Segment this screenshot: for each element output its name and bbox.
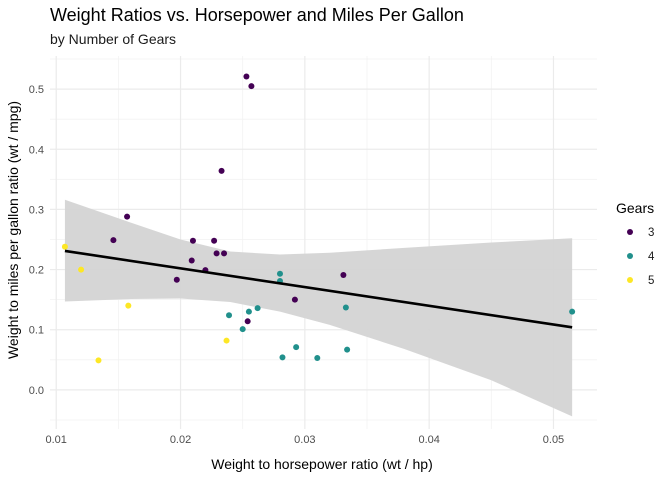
y-tick-label: 0.5 [29,84,44,96]
chart-title: Weight Ratios vs. Horsepower and Miles P… [50,5,464,25]
x-tick-label: 0.02 [170,434,191,446]
data-point-gears-4 [279,354,286,361]
x-axis-title: Weight to horsepower ratio (wt / hp) [211,456,433,472]
legend: Gears 3 4 5 [616,200,655,287]
data-point-gears-5 [223,337,230,344]
data-point-gears-3 [189,237,196,244]
data-point-gears-3 [248,83,255,90]
data-point-gears-3 [340,271,347,278]
legend-key-gears-5 [627,277,633,283]
data-point-gears-4 [293,344,300,351]
data-point-gears-3 [211,237,218,244]
x-tick-label: 0.01 [46,434,67,446]
y-tick-label: 0.2 [29,265,44,277]
legend-label: 5 [648,275,654,287]
chart-subtitle: by Number of Gears [50,31,176,47]
legend-key-gears-3 [627,229,633,235]
axis-tick-labels: 0.01 0.02 0.03 0.04 0.05 0.0 0.1 0.2 0.3 0.4 0.5 [29,84,564,446]
data-point-gears-4 [342,304,349,311]
y-tick-label: 0.1 [29,325,44,337]
y-axis-title: Weight to miles per gallon ratio (wt / m… [5,101,21,359]
x-tick-label: 0.04 [418,434,439,446]
data-point-gears-4 [254,305,261,312]
x-tick-label: 0.05 [543,434,564,446]
data-point-gears-5 [125,302,132,309]
regression-line-layer [64,249,573,329]
regression-line [64,249,573,329]
data-point-gears-3 [173,276,180,283]
data-points-layer [61,73,576,364]
legend-key-gears-4 [627,253,633,259]
data-point-gears-3 [218,167,225,174]
data-point-gears-3 [244,318,251,325]
data-point-gears-4 [245,308,252,315]
data-point-gears-4 [239,326,246,333]
legend-label: 4 [648,251,655,263]
legend-title: Gears [616,200,654,216]
data-point-gears-3 [213,250,220,257]
data-point-gears-4 [226,312,233,319]
data-point-gears-4 [344,346,351,353]
legend-label: 3 [648,227,654,239]
data-point-gears-3 [110,237,117,244]
data-point-gears-4 [276,270,283,277]
data-point-gears-4 [569,308,576,315]
confidence-band [64,199,573,417]
y-tick-label: 0.3 [29,204,44,216]
data-point-gears-5 [78,266,85,273]
y-tick-label: 0.4 [29,144,44,156]
x-tick-label: 0.03 [294,434,315,446]
data-point-gears-5 [61,243,68,250]
y-tick-label: 0.0 [29,385,44,397]
confidence-band-layer [64,199,573,417]
data-point-gears-3 [291,296,298,303]
data-point-gears-3 [124,213,131,220]
data-point-gears-5 [95,357,102,364]
data-point-gears-3 [243,73,250,80]
data-point-gears-3 [221,250,228,257]
data-point-gears-3 [188,257,195,264]
data-point-gears-4 [314,355,321,362]
